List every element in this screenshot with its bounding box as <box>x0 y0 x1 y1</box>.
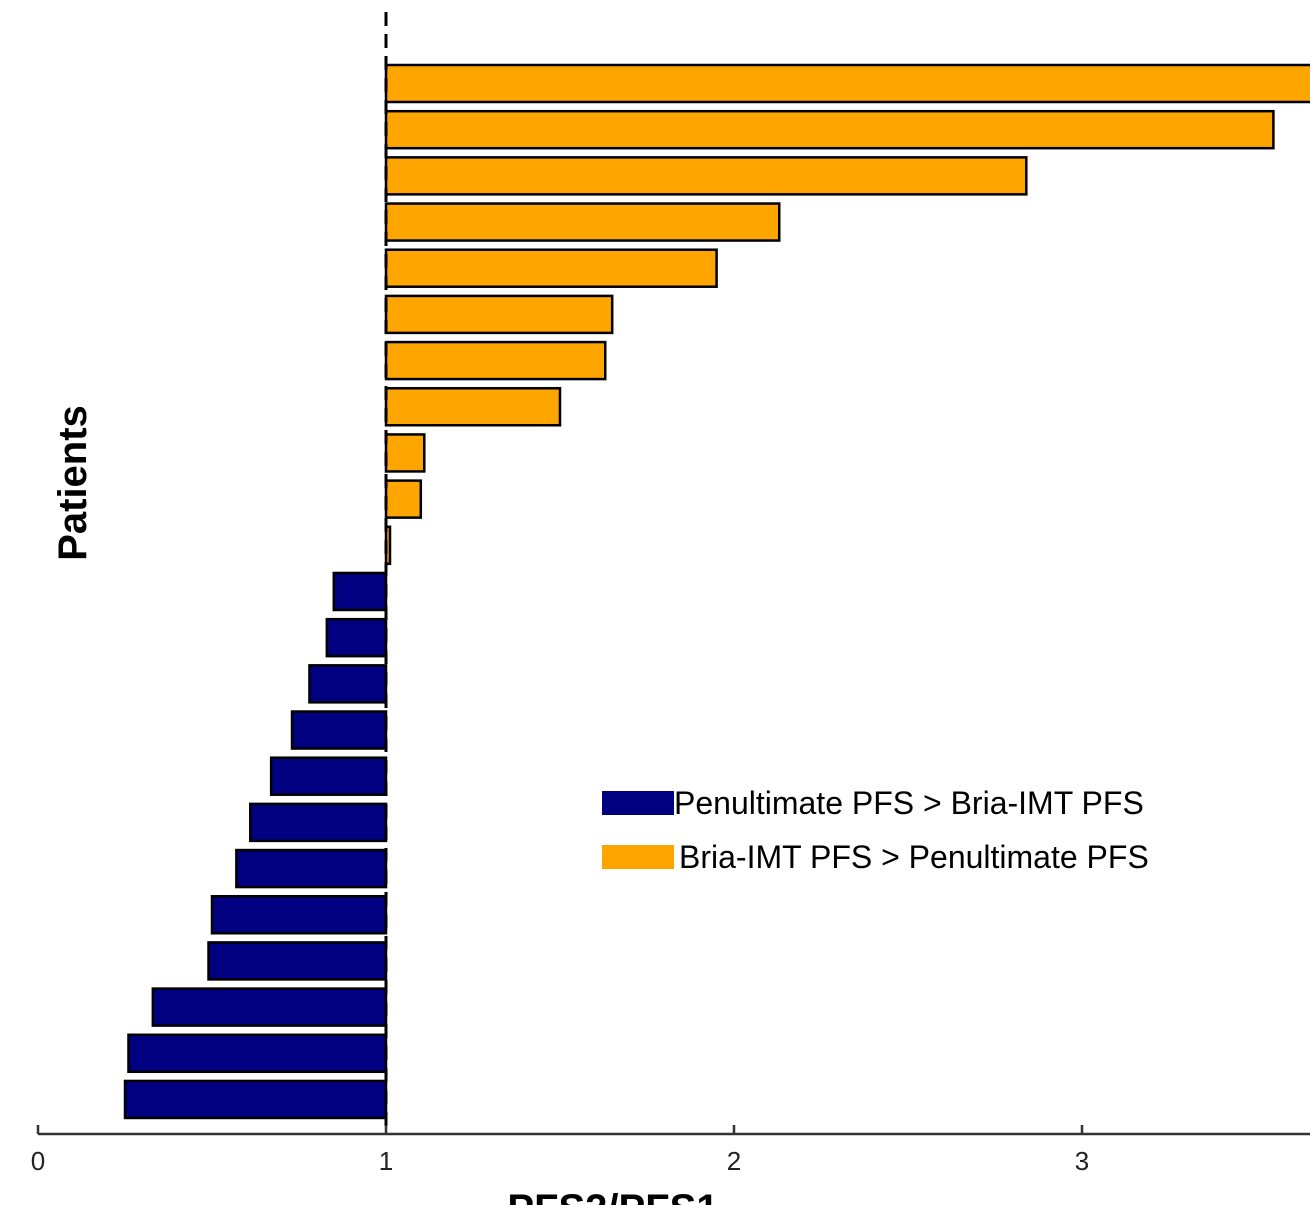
bar-bria <box>384 248 718 288</box>
bar-penultimate <box>290 710 388 750</box>
x-tick-label: 0 <box>31 1146 45 1176</box>
y-axis-title: Patients <box>51 405 95 561</box>
bar-bria <box>384 479 423 519</box>
bar-penultimate <box>123 1079 388 1120</box>
x-axis-ticks: 0 1 2 3 <box>31 1125 1089 1176</box>
bar-bria <box>384 156 1028 196</box>
legend-label-penultimate: Penultimate PFS > Bria-IMT PFS <box>674 785 1144 821</box>
bar-penultimate <box>308 664 388 704</box>
bar-bria <box>384 433 426 473</box>
bar-penultimate <box>235 848 388 889</box>
bar-penultimate <box>210 894 388 935</box>
bar-penultimate <box>325 617 388 658</box>
bar-penultimate <box>332 571 388 612</box>
x-tick-label: 1 <box>379 1146 393 1176</box>
bar-bria <box>384 340 607 381</box>
bar-penultimate <box>269 756 388 796</box>
bar-bria <box>384 109 1275 150</box>
bar-penultimate <box>127 1033 388 1074</box>
x-tick-label: 3 <box>1075 1146 1089 1176</box>
legend: Penultimate PFS > Bria-IMT PFS Bria-IMT … <box>602 785 1149 875</box>
legend-swatch-bria <box>602 845 674 869</box>
x-axis-title: PFS2/PFS1 <box>507 1187 718 1205</box>
bar-bria <box>384 294 614 335</box>
bar-bria <box>384 387 562 427</box>
bar-penultimate <box>207 941 388 981</box>
bar-penultimate <box>249 802 388 843</box>
bars-layer <box>123 63 1310 1120</box>
legend-swatch-penultimate <box>602 791 674 815</box>
bar-penultimate <box>151 987 388 1027</box>
x-tick-label: 2 <box>727 1146 741 1176</box>
bar-bria <box>384 63 1310 104</box>
bar-bria <box>384 202 781 242</box>
legend-label-bria: Bria-IMT PFS > Penultimate PFS <box>679 839 1149 875</box>
